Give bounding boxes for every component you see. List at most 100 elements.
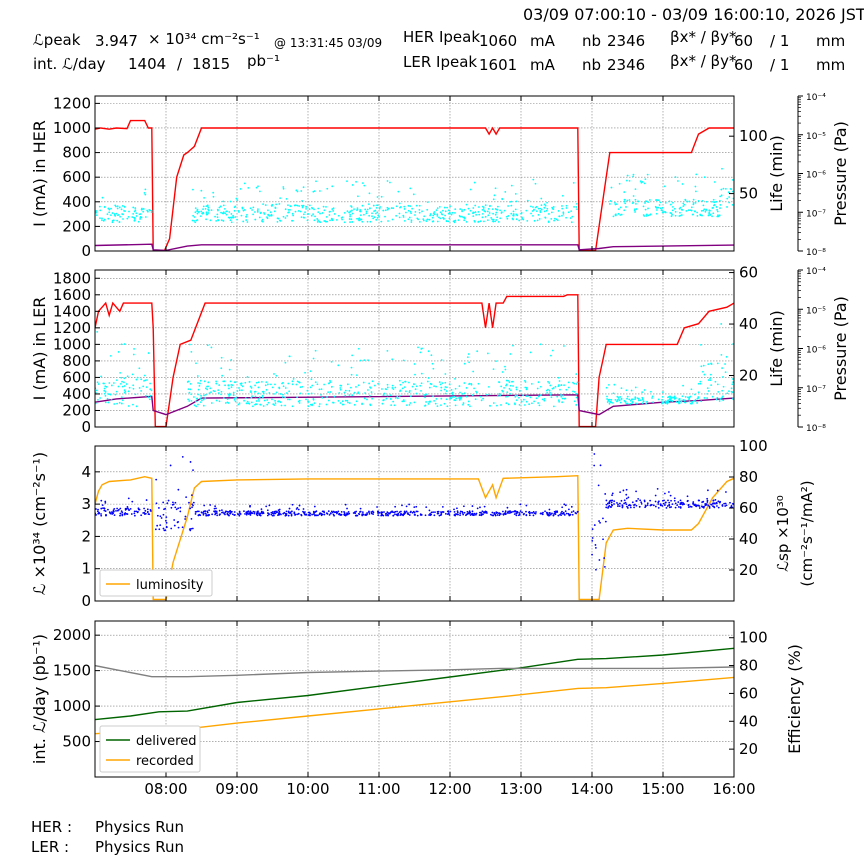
life-point (498, 381, 501, 384)
life-point (254, 218, 257, 221)
life-point (298, 205, 301, 207)
life-point (418, 204, 421, 207)
life-point (457, 219, 460, 222)
life-point (386, 349, 389, 352)
life-point (103, 392, 106, 395)
life-point (576, 381, 579, 384)
life-point (632, 173, 635, 176)
life-point (103, 382, 105, 385)
specific-point (525, 504, 528, 507)
life-point (343, 391, 346, 394)
life-point (123, 206, 126, 208)
life-point (382, 394, 385, 396)
life-point (289, 209, 291, 211)
specific-point (293, 511, 296, 514)
life-point (367, 203, 370, 206)
life-point (116, 402, 118, 405)
specific-point (221, 509, 223, 512)
life-point (411, 207, 414, 210)
life-point (426, 218, 429, 221)
life-point (133, 348, 135, 350)
life-point (119, 215, 122, 218)
life-point (391, 387, 394, 389)
life-point (323, 209, 326, 212)
specific-point (214, 505, 217, 508)
specific-point (226, 513, 229, 516)
life-point (466, 356, 469, 359)
life-point (135, 215, 138, 217)
specific-point (716, 489, 719, 492)
life-point (321, 396, 324, 399)
life-point (219, 205, 222, 208)
life-point (561, 401, 564, 404)
current-line (95, 294, 734, 427)
life-point (145, 386, 148, 389)
life-point (194, 221, 197, 224)
life-point (539, 394, 542, 397)
specific-point (368, 510, 370, 513)
specific-point (162, 501, 165, 504)
life-point (270, 205, 273, 207)
life-point (719, 207, 721, 209)
life-point (623, 209, 626, 212)
specific-point (456, 507, 458, 510)
life-point (444, 210, 447, 213)
specific-point (249, 512, 252, 514)
specific-point (650, 504, 652, 507)
life-point (535, 397, 538, 400)
life-point (560, 393, 562, 396)
specific-point (189, 507, 192, 510)
specific-point (137, 507, 140, 510)
life-point (629, 402, 632, 405)
life-point (414, 214, 416, 216)
life-point (196, 397, 199, 400)
life-point (315, 180, 317, 183)
life-point (196, 209, 199, 211)
life-point (509, 201, 511, 203)
specific-point (665, 506, 668, 509)
life-point (420, 372, 423, 375)
specific-point (185, 496, 188, 499)
specific-point (469, 514, 472, 516)
life-point (319, 190, 321, 192)
life-point (271, 386, 274, 389)
specific-point (130, 513, 133, 515)
specific-point (603, 557, 606, 559)
life-point (565, 207, 568, 209)
life-point (543, 397, 546, 400)
life-point (328, 382, 331, 385)
life-point (234, 400, 237, 403)
y3label: Pressure (Pa) (831, 121, 850, 226)
specific-point (271, 511, 274, 513)
life-point (506, 217, 509, 220)
life-point (706, 392, 709, 395)
life-point (383, 392, 386, 395)
y-tick-label: 600 (62, 368, 91, 386)
life-point (351, 394, 354, 397)
life-point (99, 217, 101, 220)
life-point (284, 404, 286, 407)
life-point (702, 370, 704, 373)
life-point (341, 400, 344, 403)
life-point (368, 214, 371, 217)
specific-point (611, 492, 614, 495)
life-point (246, 376, 249, 378)
life-point (257, 386, 260, 389)
life-point (346, 383, 349, 386)
specific-point (560, 514, 563, 516)
specific-point (297, 512, 300, 515)
life-point (690, 206, 693, 209)
specific-point (282, 512, 285, 515)
legend-label-delivered: delivered (136, 734, 196, 749)
specific-point (506, 506, 509, 509)
life-point (101, 219, 103, 222)
specific-point (561, 506, 564, 509)
life-point (703, 397, 706, 399)
specific-point (354, 514, 357, 517)
specific-point (510, 511, 513, 514)
life-point (413, 401, 416, 404)
life-point (220, 390, 223, 393)
life-point (516, 394, 519, 397)
life-point (149, 382, 152, 385)
specific-point (392, 514, 395, 517)
